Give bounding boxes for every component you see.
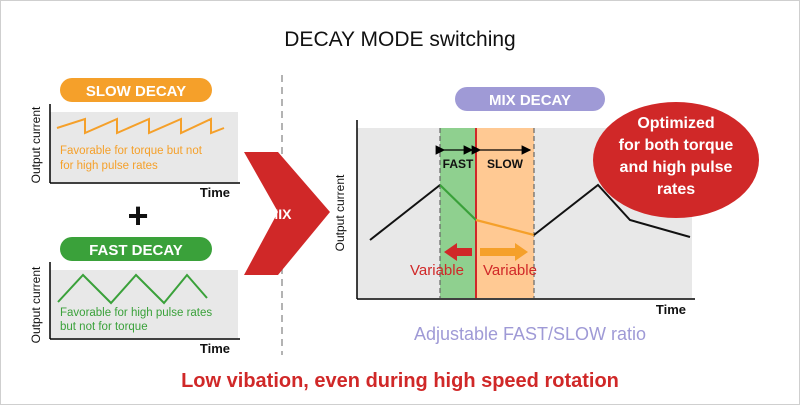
fast-decay-note-line2: but not for torque [60, 321, 148, 333]
fast-decay-plot-area [50, 270, 238, 338]
fast-decay-panel: FAST DECAY Favorable for high pulse rate… [29, 237, 240, 356]
bottom-caption: Low vibation, even during high speed rot… [181, 370, 619, 392]
plus-sign: + [127, 195, 148, 236]
fast-decay-label: FAST DECAY [89, 242, 183, 259]
callout-line3: and high pulse [620, 159, 733, 176]
mix-slow-decay-segment [475, 218, 535, 237]
mix-arrow: MIX [244, 152, 330, 275]
fast-decay-waveform [57, 273, 208, 305]
mix-decay-x-label: Time [656, 302, 686, 317]
slow-decay-panel: SLOW DECAY Favorable for torque but not … [29, 78, 240, 200]
callout-line2: for both torque [619, 137, 734, 154]
variable-right-label: Variable [483, 262, 537, 279]
callout-line4: rates [657, 181, 695, 198]
slow-decay-badge [60, 78, 212, 102]
fast-decay-x-label: Time [200, 341, 230, 356]
slow-decay-waveform [56, 117, 225, 135]
slow-decay-y-label: Output current [29, 106, 43, 183]
fast-phase-label: FAST [443, 157, 474, 171]
ratio-caption: Adjustable FAST/SLOW ratio [414, 324, 646, 344]
slow-decay-note-line1: Favorable for torque but not [60, 145, 203, 157]
fast-decay-note-line1: Favorable for high pulse rates [60, 307, 212, 319]
callout-ellipse [593, 102, 759, 218]
variable-left-label: Variable [410, 262, 464, 279]
mix-decay-badge [455, 87, 605, 111]
mix-arrow-shape [244, 152, 330, 275]
variable-right-arrow [480, 243, 528, 261]
mix-decay-label: MIX DECAY [489, 92, 571, 109]
mix-decay-y-label: Output current [333, 174, 347, 251]
mix-arrow-label: MIX [267, 206, 293, 222]
mix-fast-decay-segment [439, 184, 477, 221]
callout-line1: Optimized [637, 115, 714, 132]
slow-decay-note-line2: for high pulse rates [60, 160, 158, 172]
slow-decay-x-label: Time [200, 185, 230, 200]
optimized-callout: Optimized for both torque and high pulse… [593, 102, 759, 218]
diagram-title: DECAY MODE switching [284, 28, 515, 51]
slow-decay-plot-area [50, 112, 238, 182]
slow-phase-label: SLOW [487, 157, 524, 171]
mix-next-cycle-segment [533, 183, 691, 238]
slow-phase-band [476, 128, 534, 298]
fast-decay-badge [60, 237, 212, 261]
fast-decay-y-label: Output current [29, 266, 43, 343]
variable-left-arrow [444, 243, 472, 261]
mix-decay-panel: MIX DECAY FAST SLOW Variable Variable [333, 87, 695, 344]
mix-rise-segment [369, 184, 441, 241]
slow-decay-label: SLOW DECAY [86, 83, 186, 100]
